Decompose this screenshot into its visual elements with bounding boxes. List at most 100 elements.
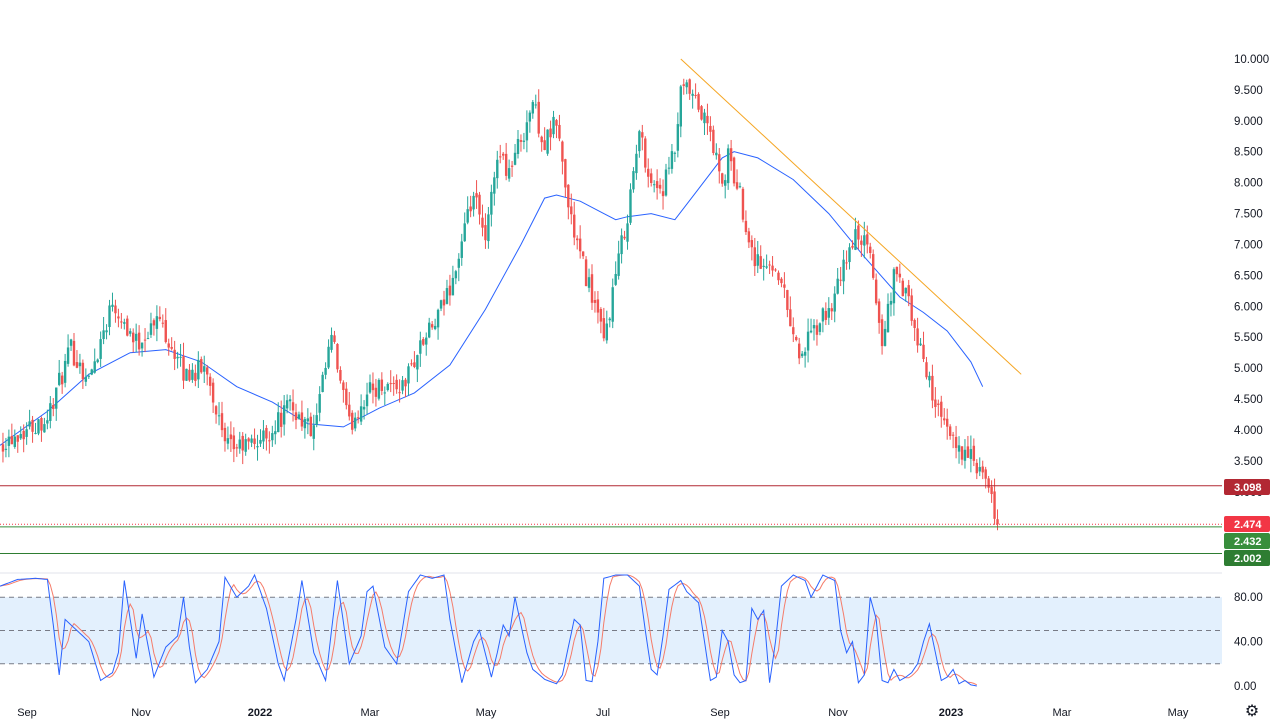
candle-body xyxy=(478,194,481,215)
candle-body xyxy=(830,308,833,312)
candle-body xyxy=(52,405,55,409)
candle-body xyxy=(161,322,164,324)
gear-icon[interactable]: ⚙ xyxy=(1244,703,1260,720)
candlestick-layer xyxy=(1,78,999,531)
candle-body xyxy=(854,229,857,250)
candle-body xyxy=(306,418,310,422)
candle-body xyxy=(368,382,372,393)
candle-body xyxy=(975,462,978,474)
candle-body xyxy=(223,427,227,442)
price-axis[interactable]: 10.000 9.500 9.000 8.500 8.000 7.500 7.000 6.50… xyxy=(1234,54,1269,499)
candle-body xyxy=(839,279,842,281)
candle-body xyxy=(4,448,8,450)
candle-body xyxy=(404,379,407,387)
candle-body xyxy=(96,359,99,363)
candle-body xyxy=(90,369,93,375)
trend-line[interactable] xyxy=(680,58,1022,375)
stochastic-pane[interactable] xyxy=(0,573,1222,687)
candle-body xyxy=(540,136,543,143)
candle-body xyxy=(333,335,336,342)
candle-body xyxy=(984,469,987,479)
candle-body xyxy=(744,220,748,233)
candle-body xyxy=(66,347,70,364)
time-tick-label: Mar xyxy=(1053,707,1072,719)
candle-body xyxy=(72,340,76,366)
candle-body xyxy=(419,340,422,354)
candle-body xyxy=(439,300,443,309)
price-level-layer[interactable] xyxy=(0,485,1222,554)
candle-body xyxy=(78,362,82,367)
candle-body xyxy=(954,436,958,448)
candle-body xyxy=(863,235,866,246)
price-pane[interactable] xyxy=(0,58,1222,554)
candle-body xyxy=(590,274,594,303)
candle-body xyxy=(848,247,851,263)
candle-body xyxy=(516,138,520,154)
price-tick-label: 9.500 xyxy=(1234,85,1263,97)
candle-body xyxy=(510,165,514,167)
candle-body xyxy=(851,245,854,248)
candle-body xyxy=(55,387,58,409)
candle-body xyxy=(87,375,90,377)
candle-body xyxy=(874,279,878,304)
candle-body xyxy=(910,295,913,321)
candle-body xyxy=(93,361,96,373)
candle-body xyxy=(102,330,105,340)
candle-body xyxy=(359,406,363,422)
candle-body xyxy=(774,269,777,271)
price-tick-label: 8.500 xyxy=(1234,147,1263,159)
candle-body xyxy=(265,427,268,439)
candle-body xyxy=(925,362,928,378)
candle-body xyxy=(809,330,813,333)
candle-body xyxy=(818,323,822,332)
candle-body xyxy=(365,394,369,407)
candle-body xyxy=(614,273,617,285)
candle-body xyxy=(155,316,159,329)
time-tick-label: Nov xyxy=(131,707,151,719)
candle-body xyxy=(860,240,863,245)
candle-body xyxy=(602,318,606,339)
candle-body xyxy=(789,309,792,327)
candle-body xyxy=(374,387,378,397)
candle-body xyxy=(336,344,339,370)
candle-body xyxy=(567,184,570,208)
candle-body xyxy=(37,419,40,434)
candle-body xyxy=(197,359,200,380)
candle-body xyxy=(697,94,700,110)
candle-body xyxy=(691,93,694,96)
price-level-label: 2.002 xyxy=(1234,553,1262,565)
candle-body xyxy=(285,400,289,409)
candle-body xyxy=(519,140,523,142)
candle-body xyxy=(735,182,739,189)
candle-body xyxy=(768,264,771,266)
candle-body xyxy=(771,265,774,271)
candle-body xyxy=(146,338,150,340)
stochastic-axis[interactable]: 80.00 40.00 0.00 xyxy=(1234,592,1263,693)
candle-body xyxy=(573,214,576,238)
candle-body xyxy=(922,344,925,360)
candle-body xyxy=(537,101,540,134)
candle-body xyxy=(756,254,759,266)
candle-body xyxy=(179,356,182,358)
candle-body xyxy=(798,343,801,359)
candle-body xyxy=(800,353,804,357)
candle-body xyxy=(206,367,209,375)
candle-body xyxy=(655,181,659,189)
candle-body xyxy=(499,156,502,158)
candle-body xyxy=(688,79,691,94)
candle-body xyxy=(581,251,585,257)
candle-body xyxy=(256,446,259,448)
candle-body xyxy=(247,438,250,442)
candle-body xyxy=(241,435,244,451)
candle-body xyxy=(342,382,345,391)
candle-body xyxy=(31,419,34,432)
candle-body xyxy=(422,338,425,345)
trendline-layer[interactable] xyxy=(680,58,1022,375)
candle-body xyxy=(806,331,810,351)
candle-body xyxy=(211,382,215,403)
candle-body xyxy=(1,444,5,452)
candle-body xyxy=(229,434,233,440)
time-axis[interactable]: Sep Nov 2022 Mar May Jul Sep Nov 2023 Mar May xyxy=(17,707,1189,719)
candle-body xyxy=(872,254,875,278)
